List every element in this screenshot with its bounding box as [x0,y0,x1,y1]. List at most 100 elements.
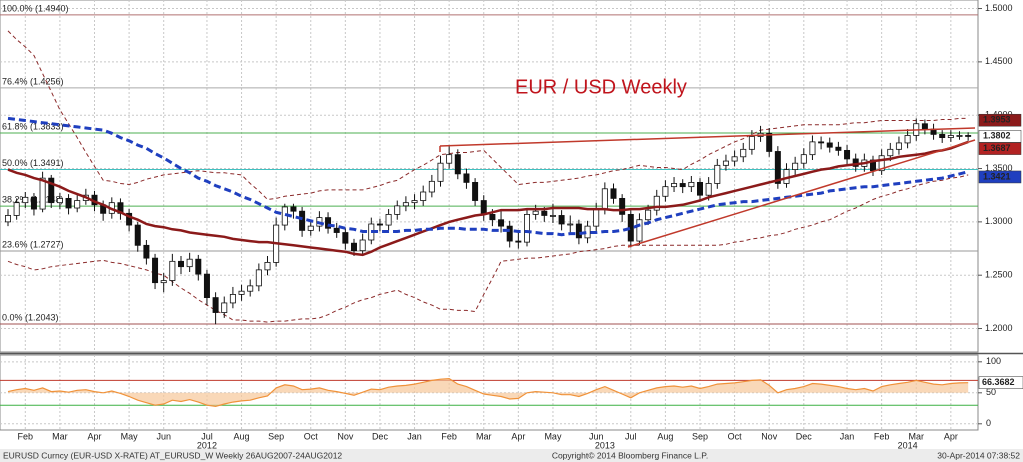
candle-body [30,196,37,210]
candle-body [74,200,81,209]
x-tick-label: Dec [796,431,813,441]
candle-body [947,135,954,138]
candle-body [255,269,262,287]
candle-body [904,135,911,144]
candle-body [446,154,453,164]
fib-label: 61.8% (1.3833) [2,121,64,131]
chart-title: EUR / USD Weekly [515,76,687,98]
candle-body [126,212,133,226]
candle-body [835,146,842,151]
band-line [7,174,969,323]
candle-body [264,261,271,271]
price-tag-label: 1.3802 [983,131,1011,141]
y-tick-label: 1.3500 [985,163,1013,173]
candle-body [558,215,565,225]
candle-body [299,210,306,231]
candle-body [480,200,487,215]
candle-body [238,290,245,295]
footer-center: Copyright© 2014 Bloomberg Finance L.P. [552,450,708,460]
candle-body [671,183,678,188]
fib-label: 76.4% (1.4256) [2,76,64,86]
fib-label: 50.0% (1.3491) [2,158,64,168]
price-tag [978,113,1022,127]
candle-body [575,223,582,239]
candle-body [722,160,729,166]
candle-body [895,142,902,150]
x-tick-label: Mar [52,431,68,441]
x-tick-label: Feb [441,431,457,441]
candle-body [472,181,479,201]
y-tick-label: 1.3000 [985,216,1013,226]
candle-body [39,177,46,210]
candle-body [792,162,799,170]
candle-body [748,136,755,150]
candle-body [489,213,496,221]
candle-body [662,186,669,197]
y-tick-label: 100 [986,356,1001,366]
candle-body [852,158,859,167]
candle-body [22,196,29,204]
year-label: 2014 [898,440,918,450]
candle-body [593,208,600,227]
candle-body [212,297,219,313]
candle-body [143,244,150,259]
candle-body [420,191,427,201]
price-tag-label: 1.3953 [983,115,1011,125]
candle-body [186,258,193,268]
price-tag [978,142,1022,155]
y-tick-label: 50 [986,387,996,397]
candle-body [169,260,176,281]
y-tick-label: 1.5000 [985,3,1013,13]
candle-body [307,225,314,231]
candle-body [221,302,228,313]
candle-body [826,142,833,148]
candle-body [333,227,340,233]
candle-body [532,210,539,215]
candle-body [65,197,72,209]
candle-body [679,183,686,188]
candle-body [809,141,816,156]
footer-right: 30-Apr-2014 07:38:52 [937,450,1020,460]
grid: 100.0% (1.4940) 76.4% (1.4256) 61.8% (1.38… [0,0,978,430]
candle-body [385,213,392,226]
candle-body [454,154,461,175]
candle-body [887,148,894,157]
fib-label: 100.0% (1.4940) [2,3,69,13]
candle-body [350,242,357,252]
band-line [7,30,969,201]
rsi-line [7,377,969,408]
candle-body [619,197,626,215]
price-tag [978,130,1022,143]
candle-body [229,293,236,304]
candle-body [402,202,409,207]
x-tick-label: May [121,431,139,441]
x-tick-label: Sep [268,431,284,441]
candle-body [152,257,159,284]
value-tag-label: 66.3682 [982,377,1015,387]
x-tick-label: Nov [337,431,354,441]
candle-body [844,149,851,160]
x-tick-label: Aug [657,431,673,441]
candle-body [714,164,721,184]
x-tick-label: Apr [87,431,101,441]
x-tick-label: Jun [156,431,171,441]
candle-body [731,156,738,162]
candle-body [515,240,522,243]
candle-body [697,181,704,196]
candle-body [549,215,556,217]
candle-body [247,285,254,292]
candle-body [290,206,297,212]
x-tick-label: Jan [840,431,855,441]
fib-label: 0.0% (1.2043) [2,312,59,322]
candle-body [688,181,695,188]
candle-body [359,239,366,252]
candle-body [376,223,383,226]
candle-body [411,200,418,204]
price-tag-label: 1.3687 [983,143,1011,153]
candle-body [463,173,470,183]
year-label: 2013 [595,440,615,450]
x-tick-label: Jul [625,431,637,441]
candle-body [921,123,928,130]
